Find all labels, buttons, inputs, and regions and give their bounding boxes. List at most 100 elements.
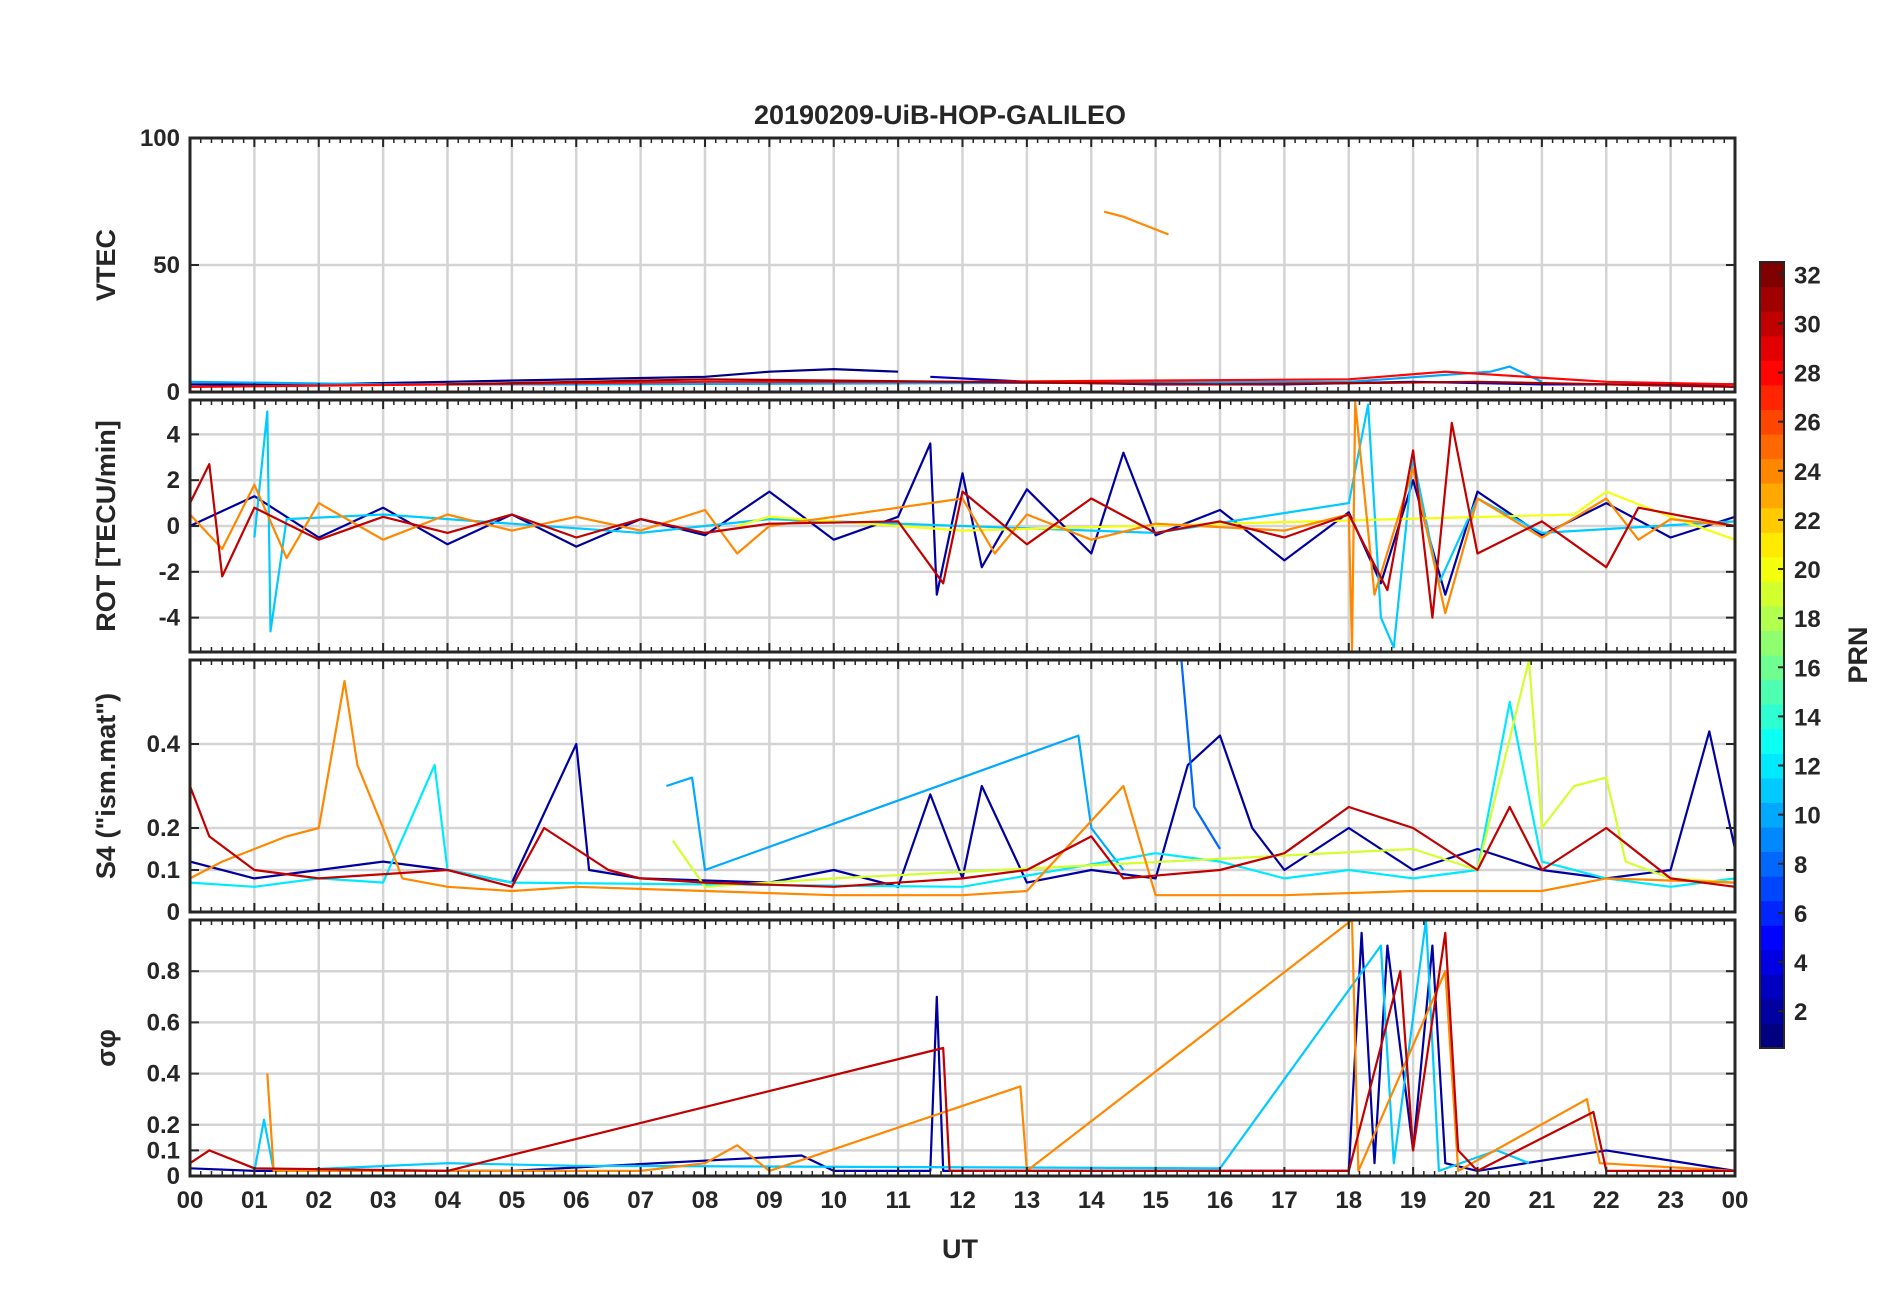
panel-rot: -4 -2 0 2 4 ROT [TECU/min] <box>91 398 1737 654</box>
x-tick-label: 21 <box>1529 1187 1556 1214</box>
y-tick-label: 100 <box>140 125 180 152</box>
series-group <box>190 401 1735 651</box>
panel-s4: 0 0.1 0.2 0.4 S4 ("ism.mat") <box>91 658 1737 926</box>
y-tick-label: 2 <box>167 467 180 494</box>
x-tick-label: 12 <box>949 1187 976 1214</box>
x-tick-label: 22 <box>1593 1187 1620 1214</box>
series-line-prn-11 <box>253 403 1735 649</box>
x-tick-label: 00 <box>177 1187 204 1214</box>
colorbar-tick-label: 14 <box>1794 704 1821 731</box>
colorbar-segment <box>1760 384 1784 410</box>
x-tick-label: 23 <box>1657 1187 1684 1214</box>
colorbar-tick-label: 20 <box>1794 557 1821 584</box>
colorbar-segment <box>1760 433 1784 460</box>
x-tick-label: 01 <box>241 1187 268 1214</box>
colorbar-segment <box>1760 925 1784 951</box>
colorbar-tick-label: 6 <box>1794 901 1807 928</box>
y-axis-label-s4: S4 ("ism.mat") <box>91 693 121 879</box>
colorbar-segment <box>1760 728 1784 754</box>
x-tick-label: 13 <box>1014 1187 1041 1214</box>
colorbar-tick-label: 30 <box>1794 311 1821 338</box>
series-line-prn-30 <box>190 421 1735 619</box>
y-axis-label-rot: ROT [TECU/min] <box>91 420 121 631</box>
x-tick-label: 03 <box>370 1187 397 1214</box>
x-tick-label: 00 <box>1722 1187 1749 1214</box>
y-tick-label: 0.1 <box>147 857 180 884</box>
series-line-prn-20 <box>736 490 1735 541</box>
y-axis-label-sigma_phi: σφ <box>91 1029 121 1067</box>
colorbar-segment <box>1760 630 1784 656</box>
series-line-prn-19 <box>671 660 1735 888</box>
x-tick-label: 06 <box>563 1187 590 1214</box>
y-tick-label: 0.4 <box>147 1061 181 1088</box>
colorbar-tick-label: 22 <box>1794 508 1821 535</box>
y-tick-label: 0.6 <box>147 1009 180 1036</box>
colorbar-label: PRN <box>1843 626 1873 683</box>
x-tick-label: 14 <box>1078 1187 1105 1214</box>
x-axis: 00 01 02 03 04 05 06 07 08 09 10 11 12 13 14 15 16 17 18 19… <box>177 1187 1749 1214</box>
x-axis-label: UT <box>942 1234 978 1264</box>
x-tick-label: 19 <box>1400 1187 1427 1214</box>
y-tick-label: 0 <box>167 1163 180 1190</box>
colorbar-tick-label: 24 <box>1794 459 1821 486</box>
x-tick-label: 04 <box>434 1187 461 1214</box>
colorbar-tick-label: 8 <box>1794 852 1807 879</box>
x-tick-label: 11 <box>885 1187 910 1214</box>
colorbar-frame <box>1759 261 1785 1049</box>
colorbar-tick-label: 4 <box>1794 950 1808 977</box>
series-line-prn-24 <box>190 679 1735 897</box>
colorbar-segment <box>1760 335 1784 361</box>
x-tick-label: 02 <box>305 1187 332 1214</box>
x-tick-label: 07 <box>627 1187 654 1214</box>
series-line-prn-12 <box>190 700 1735 888</box>
panel-vtec: 0 50 100 VTEC <box>91 125 1737 406</box>
series-line-prn-8 <box>1180 660 1221 850</box>
x-tick-label: 05 <box>499 1187 526 1214</box>
colorbar-tick-label: 32 <box>1794 262 1821 289</box>
y-tick-label: 0.4 <box>147 731 181 758</box>
colorbar-segment <box>1760 974 1784 1000</box>
colorbar-segment <box>1760 826 1784 853</box>
series-line-prn-30 <box>190 785 1735 888</box>
colorbar-segment <box>1760 581 1784 607</box>
y-tick-label: 0.2 <box>147 815 180 842</box>
y-tick-label: 0.8 <box>147 958 180 985</box>
y-tick-label: 0 <box>167 513 180 540</box>
colorbar-tick-label: 26 <box>1794 410 1821 437</box>
colorbar-tick-label: 10 <box>1794 803 1821 830</box>
colorbar-tick-label: 28 <box>1794 361 1821 388</box>
y-tick-label: 4 <box>167 421 181 448</box>
panel-sigma_phi: 00.10.2 0.4 0.6 0.8 σφ <box>91 918 1737 1190</box>
colorbar-segment <box>1760 483 1784 509</box>
x-tick-label: 15 <box>1142 1187 1169 1214</box>
x-tick-label: 17 <box>1271 1187 1298 1214</box>
y-tick-label: 0.2 <box>147 1112 180 1139</box>
colorbar-segment <box>1760 1023 1784 1049</box>
series-line-prn-10 <box>666 734 1125 872</box>
y-axis-label-vtec: VTEC <box>91 229 121 301</box>
x-tick-label: 10 <box>820 1187 847 1214</box>
colorbar-tick-label: 16 <box>1794 655 1821 682</box>
x-tick-label: 20 <box>1464 1187 1491 1214</box>
x-tick-label: 09 <box>756 1187 783 1214</box>
colorbar-tick-label: 18 <box>1794 606 1821 633</box>
series-group <box>190 660 1735 897</box>
x-tick-label: 16 <box>1207 1187 1234 1214</box>
y-tick-label: 0 <box>167 899 180 926</box>
colorbar-segment <box>1760 532 1784 558</box>
y-tick-label: 50 <box>153 252 180 279</box>
colorbar-tick-label: 12 <box>1794 754 1821 781</box>
chart-title: 20190209-UiB-HOP-GALILEO <box>754 100 1126 130</box>
series-line-prn-24 <box>1103 210 1169 236</box>
x-tick-label: 18 <box>1335 1187 1362 1214</box>
colorbar-tick-label: 2 <box>1794 999 1807 1026</box>
y-tick-label: 0.1 <box>147 1137 180 1164</box>
colorbar-segment <box>1760 876 1784 902</box>
series-line-prn-24 <box>190 401 1735 651</box>
y-tick-label: -4 <box>159 605 181 632</box>
colorbar-segment <box>1760 777 1784 803</box>
